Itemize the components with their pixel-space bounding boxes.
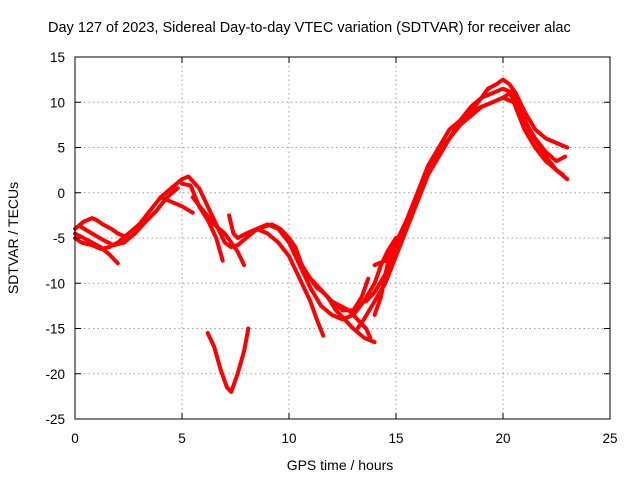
y-tick-label: -5 (53, 231, 65, 246)
series-line-track-r (383, 240, 398, 277)
y-axis-ticks: -25 -20 -15 -10 -5 0 5 10 15 (45, 50, 610, 427)
series-line-track-g (190, 195, 247, 268)
series-line-track-m (355, 95, 565, 331)
x-tick-label: 5 (178, 431, 186, 446)
chart-title: Day 127 of 2023, Sidereal Day-to-day VTE… (48, 20, 571, 36)
y-tick-label: -10 (45, 276, 65, 291)
series-line-track-l (297, 258, 371, 313)
series-line-track-b (73, 231, 120, 266)
series-group (73, 77, 570, 394)
x-tick-label: 10 (281, 431, 296, 446)
x-tick-label: 15 (388, 431, 403, 446)
series-line-track-h (205, 326, 251, 394)
series-line-track-e (158, 195, 195, 215)
x-tick-label: 20 (495, 431, 510, 446)
series-line-track-p (458, 86, 570, 182)
x-tick-label: 25 (602, 431, 617, 446)
y-tick-label: 15 (50, 50, 65, 65)
grid (75, 57, 610, 419)
series-line-track-i (227, 213, 326, 338)
series-line-track-d (79, 186, 180, 248)
y-tick-label: -25 (45, 412, 65, 427)
y-tick-label: 5 (57, 141, 65, 156)
y-axis-label: SDTVAR / TECUs (5, 182, 21, 294)
series-line-track-c (73, 216, 131, 240)
y-tick-label: 0 (57, 186, 65, 201)
y-tick-label: -20 (45, 367, 65, 382)
series-line-track-j (254, 222, 398, 322)
y-tick-label: -15 (45, 322, 65, 337)
x-axis-ticks: 0 5 10 15 20 25 (71, 57, 618, 446)
x-axis-label: GPS time / hours (287, 457, 394, 473)
x-tick-label: 0 (71, 431, 79, 446)
y-tick-label: 10 (50, 95, 65, 110)
